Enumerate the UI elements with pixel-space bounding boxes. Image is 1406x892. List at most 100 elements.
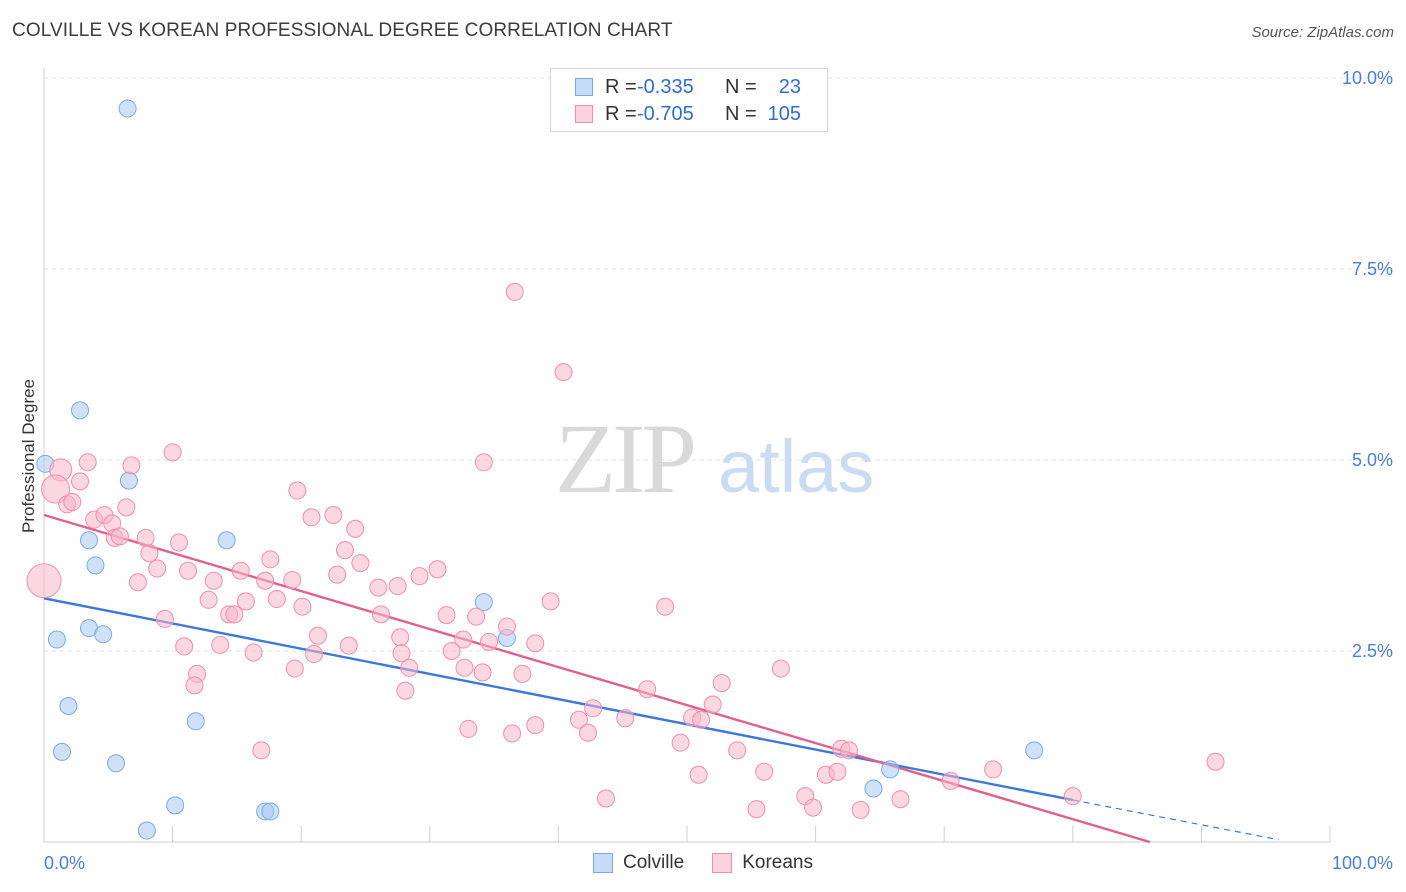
koreans-point[interactable]: [455, 658, 474, 677]
koreans-point[interactable]: [335, 541, 354, 560]
koreans-point[interactable]: [671, 733, 690, 752]
koreans-point[interactable]: [155, 609, 174, 628]
koreans-point[interactable]: [396, 681, 415, 700]
koreans-point[interactable]: [252, 741, 271, 760]
koreans-point[interactable]: [339, 636, 358, 655]
koreans-point[interactable]: [1206, 752, 1225, 771]
koreans-point[interactable]: [755, 762, 774, 781]
koreans-point[interactable]: [136, 528, 155, 547]
koreans-point[interactable]: [128, 573, 147, 592]
koreans-point[interactable]: [199, 590, 218, 609]
koreans-point[interactable]: [179, 561, 198, 580]
colville-point[interactable]: [59, 697, 78, 716]
koreans-point[interactable]: [267, 590, 286, 609]
colville-point[interactable]: [881, 760, 900, 779]
colville-point[interactable]: [53, 742, 72, 761]
koreans-point[interactable]: [63, 493, 82, 512]
koreans-point[interactable]: [283, 570, 302, 589]
colville-point[interactable]: [474, 593, 493, 612]
koreans-point[interactable]: [578, 723, 597, 742]
koreans-point[interactable]: [526, 634, 545, 653]
koreans-point[interactable]: [851, 800, 870, 819]
koreans-point[interactable]: [328, 565, 347, 584]
colville-point[interactable]: [107, 754, 126, 773]
colville-point[interactable]: [864, 779, 883, 798]
koreans-point[interactable]: [391, 628, 410, 647]
koreans-point[interactable]: [1063, 787, 1082, 806]
colville-point[interactable]: [261, 802, 280, 821]
koreans-point[interactable]: [454, 630, 473, 649]
koreans-point[interactable]: [467, 607, 486, 626]
koreans-point[interactable]: [828, 762, 847, 781]
colville-point[interactable]: [166, 796, 185, 815]
koreans-point[interactable]: [891, 790, 910, 809]
colville-point[interactable]: [186, 712, 205, 731]
koreans-point[interactable]: [305, 645, 324, 664]
koreans-point[interactable]: [351, 554, 370, 573]
koreans-point[interactable]: [569, 710, 588, 729]
koreans-point[interactable]: [513, 664, 532, 683]
koreans-point[interactable]: [324, 506, 343, 525]
koreans-point[interactable]: [388, 577, 407, 596]
koreans-point[interactable]: [204, 571, 223, 590]
colville-point[interactable]: [71, 401, 90, 420]
koreans-point[interactable]: [236, 592, 255, 611]
koreans-point[interactable]: [747, 800, 766, 819]
koreans-point[interactable]: [616, 709, 635, 728]
koreans-point[interactable]: [140, 544, 159, 563]
koreans-point[interactable]: [244, 643, 263, 662]
koreans-point[interactable]: [170, 533, 189, 552]
koreans-point[interactable]: [400, 658, 419, 677]
koreans-point[interactable]: [503, 724, 522, 743]
colville-point[interactable]: [86, 556, 105, 575]
koreans-point[interactable]: [371, 605, 390, 624]
koreans-point[interactable]: [175, 637, 194, 656]
koreans-point[interactable]: [211, 635, 230, 654]
colville-point[interactable]: [80, 531, 99, 550]
colville-point[interactable]: [137, 821, 156, 840]
koreans-point[interactable]: [442, 642, 461, 660]
koreans-point[interactable]: [692, 710, 711, 729]
koreans-point[interactable]: [505, 282, 524, 301]
koreans-point[interactable]: [163, 443, 182, 462]
koreans-point[interactable]: [148, 559, 167, 578]
koreans-point[interactable]: [293, 597, 312, 616]
koreans-point[interactable]: [703, 695, 722, 714]
koreans-point[interactable]: [941, 771, 960, 790]
koreans-point[interactable]: [638, 680, 657, 699]
koreans-point[interactable]: [122, 456, 141, 475]
koreans-point[interactable]: [689, 765, 708, 784]
koreans-point[interactable]: [804, 798, 823, 817]
colville-point[interactable]: [47, 630, 66, 649]
koreans-point[interactable]: [369, 578, 388, 597]
koreans-point[interactable]: [225, 605, 244, 624]
koreans-point[interactable]: [728, 741, 747, 760]
koreans-point[interactable]: [656, 597, 675, 616]
koreans-point[interactable]: [554, 363, 573, 382]
series-legend-koreans[interactable]: Koreans: [712, 852, 813, 874]
koreans-point[interactable]: [302, 508, 321, 527]
koreans-point[interactable]: [459, 719, 478, 738]
koreans-point[interactable]: [392, 644, 411, 663]
koreans-point[interactable]: [428, 560, 447, 579]
colville-point[interactable]: [118, 99, 137, 118]
koreans-point[interactable]: [410, 567, 429, 586]
koreans-point[interactable]: [712, 674, 731, 693]
koreans-point[interactable]: [479, 632, 498, 651]
koreans-point[interactable]: [984, 760, 1003, 779]
koreans-point[interactable]: [497, 617, 516, 636]
koreans-point[interactable]: [231, 561, 250, 580]
colville-point[interactable]: [1025, 741, 1044, 760]
series-legend-colville[interactable]: Colville: [592, 852, 684, 874]
koreans-point[interactable]: [596, 789, 615, 808]
koreans-point[interactable]: [771, 659, 790, 678]
koreans-point[interactable]: [256, 571, 275, 590]
koreans-point[interactable]: [584, 699, 603, 718]
koreans-point[interactable]: [261, 550, 280, 569]
koreans-point[interactable]: [185, 676, 204, 695]
koreans-point[interactable]: [78, 453, 97, 472]
koreans-point[interactable]: [308, 626, 327, 645]
koreans-point[interactable]: [346, 519, 365, 538]
koreans-point[interactable]: [110, 527, 129, 546]
koreans-point[interactable]: [541, 592, 560, 611]
